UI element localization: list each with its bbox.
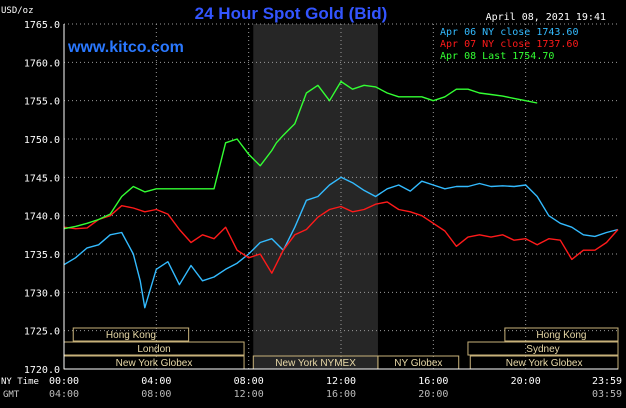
legend: Apr 06 NY close 1743.60 Apr 07 NY close … [440, 27, 578, 62]
x-tick-label-ny: 23:59 [592, 376, 622, 387]
series-line-2 [63, 80, 538, 230]
session-bar: Hong Kong [504, 327, 619, 342]
series-line-1 [63, 201, 619, 274]
x-axis-row-label-ny: NY Time [1, 377, 39, 387]
session-bar: Sydney [467, 341, 619, 356]
x-tick-label-gmt: 12:00 [234, 389, 264, 400]
session-box [504, 327, 619, 342]
session-label: Sydney [526, 344, 559, 355]
session-label: New York Globex [116, 358, 193, 369]
session-box [72, 327, 190, 342]
x-tick-label-ny: 04:00 [141, 376, 171, 387]
x-tick-label-gmt: 08:00 [141, 389, 171, 400]
y-tick-label: 1745.0 [24, 173, 60, 184]
session-bar: Hong Kong [72, 327, 190, 342]
y-tick-label: 1725.0 [24, 327, 60, 338]
x-axis-row-label-gmt: GMT [3, 390, 20, 400]
session-label: New York NYMEX [275, 358, 356, 369]
x-tick-label-ny: 12:00 [326, 376, 356, 387]
x-tick-label-gmt: 16:00 [326, 389, 356, 400]
session-label: New York Globex [506, 358, 583, 369]
session-label: London [137, 344, 170, 355]
y-tick-label: 1720.0 [24, 365, 60, 376]
chart-title: 24 Hour Spot Gold (Bid) [195, 4, 388, 23]
x-tick-label-ny: 20:00 [511, 376, 541, 387]
x-tick-label-gmt: 20:00 [418, 389, 448, 400]
session-label: Hong Kong [536, 330, 586, 341]
y-tick-label: 1735.0 [24, 250, 60, 261]
x-tick-label-ny: 00:00 [49, 376, 79, 387]
chart-datetime: April 08, 2021 19:41 [486, 12, 606, 23]
y-tick-label: 1750.0 [24, 135, 60, 146]
y-tick-label: 1755.0 [24, 97, 60, 108]
session-box [467, 341, 619, 356]
series-lines [63, 80, 619, 309]
y-tick-label: 1730.0 [24, 288, 60, 299]
market-sessions: Hong Kong Hong Kong London Sydney New York G… [63, 327, 619, 370]
session-label: Hong Kong [106, 330, 156, 341]
nymex-shaded-region [253, 24, 378, 369]
session-label: NY Globex [394, 358, 442, 369]
legend-item-apr07: Apr 07 NY close 1737.60 [440, 39, 578, 50]
x-tick-label-ny: 16:00 [418, 376, 448, 387]
legend-item-apr08: Apr 08 Last 1754.70 [440, 51, 554, 62]
x-tick-label-gmt: 03:59 [592, 389, 622, 400]
y-tick-label: 1760.0 [24, 58, 60, 69]
y-tick-label: 1765.0 [24, 20, 60, 31]
y-axis-unit-label: USD/oz [1, 6, 34, 16]
y-tick-label: 1740.0 [24, 212, 60, 223]
shaded-region-rect [253, 24, 378, 369]
axes: 1720.0 1725.0 1730.0 1735.0 1740.0 1745.0 1750… [24, 20, 622, 400]
x-tick-label-gmt: 04:00 [49, 389, 79, 400]
watermark-url: www.kitco.com [67, 39, 184, 56]
legend-item-apr06: Apr 06 NY close 1743.60 [440, 27, 578, 38]
series-line-0 [63, 176, 619, 309]
x-tick-label-ny: 08:00 [234, 376, 264, 387]
